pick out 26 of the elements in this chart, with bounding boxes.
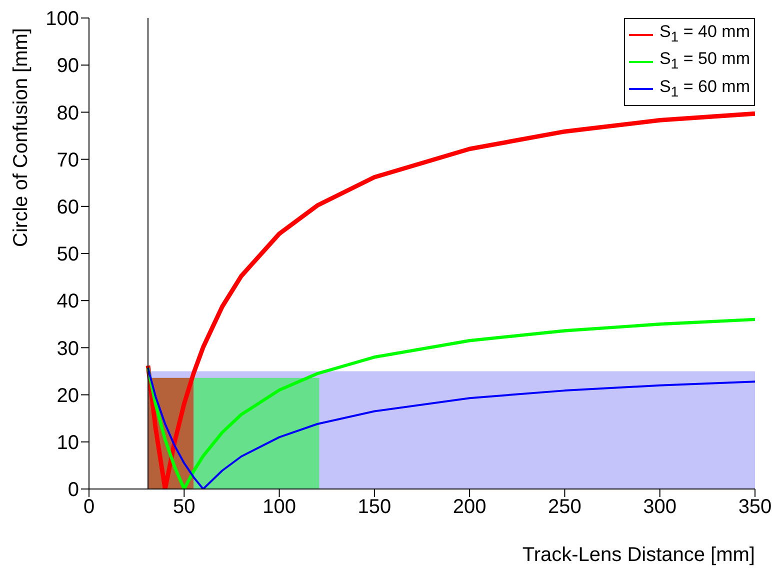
legend-label: S$_{1}$ = 50 mm bbox=[659, 48, 750, 75]
x-tick-label: 150 bbox=[358, 496, 392, 518]
y-tick-label: 10 bbox=[56, 432, 79, 454]
x-tick-label: 300 bbox=[643, 496, 677, 518]
y-tick-label: 50 bbox=[56, 244, 79, 266]
legend-label: S$_{1}$ = 60 mm bbox=[659, 76, 750, 102]
x-tick-label: 200 bbox=[452, 496, 486, 518]
line-series bbox=[146, 318, 755, 489]
x-tick-label: 100 bbox=[262, 496, 296, 518]
y-tick-label: 100 bbox=[46, 8, 79, 30]
y-tick-label: 30 bbox=[56, 338, 79, 360]
y-tick-label: 20 bbox=[56, 384, 79, 407]
y-tick-label: 70 bbox=[56, 149, 79, 172]
y-axis-title: Circle of Confusion [mm] bbox=[10, 28, 33, 247]
x-tick-label: 250 bbox=[548, 496, 582, 518]
x-axis-title: Track-Lens Distance [mm] bbox=[522, 544, 755, 567]
y-tick-label: 80 bbox=[56, 102, 79, 124]
x-tick-label: 50 bbox=[173, 496, 196, 518]
x-tick-label: 350 bbox=[738, 496, 772, 518]
x-tick-label: 0 bbox=[83, 496, 95, 518]
y-tick-label: 90 bbox=[56, 55, 79, 78]
legend-label: S$_{1}$ = 40 mm bbox=[659, 21, 750, 48]
y-tick-label: 60 bbox=[56, 196, 79, 218]
y-tick-label: 0 bbox=[68, 479, 79, 502]
line-series bbox=[146, 111, 755, 489]
y-tick-label: 40 bbox=[56, 290, 79, 313]
